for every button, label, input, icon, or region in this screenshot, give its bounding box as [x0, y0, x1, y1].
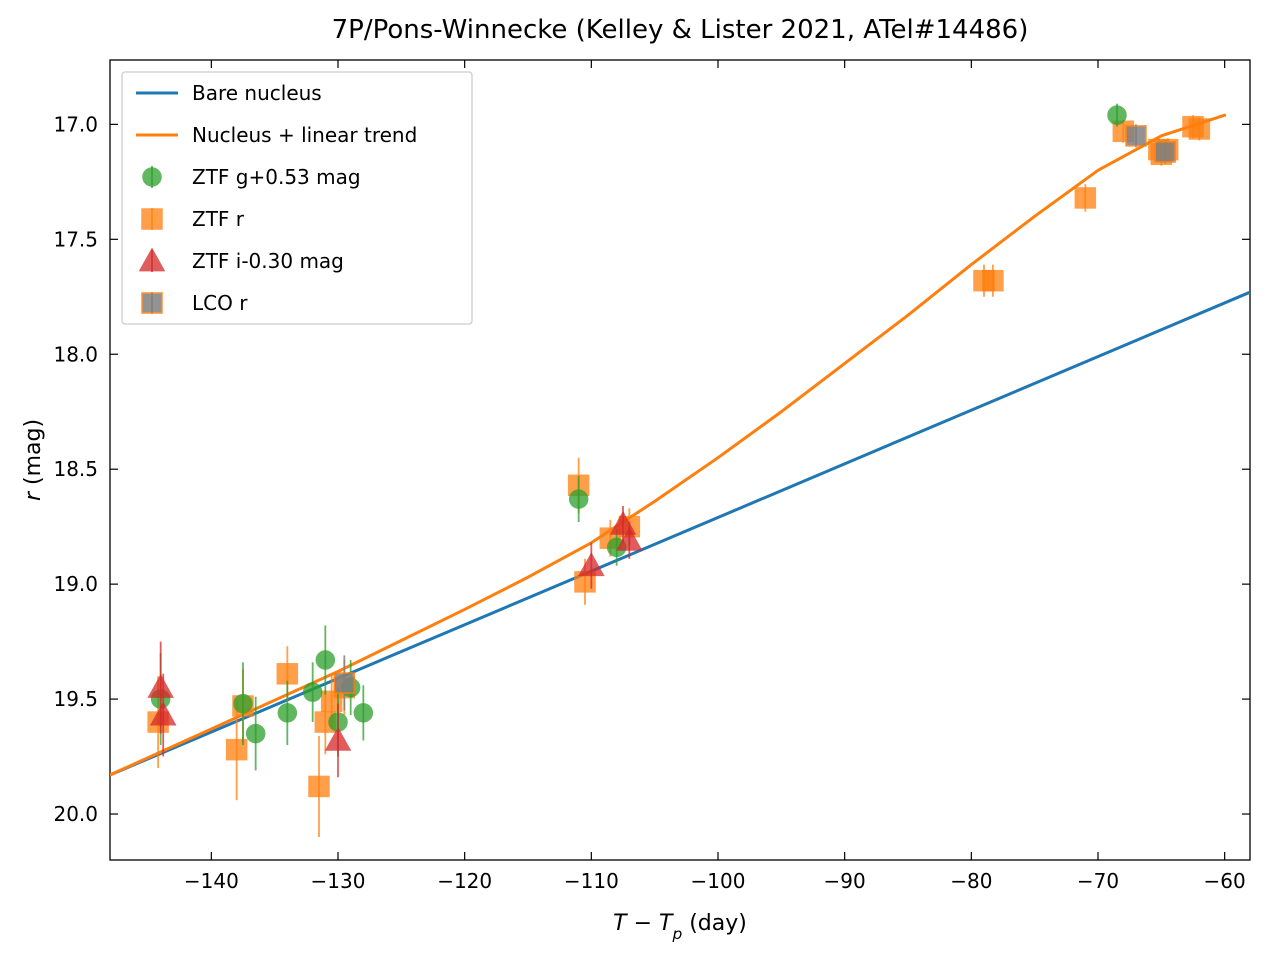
x-axis-label: T − Tp (day) — [613, 911, 747, 943]
x-tick-label: −80 — [950, 869, 992, 893]
chart-svg: −140 −130 −120 −110 −100 −90 −80 −70 −60 17.0 17.5… — [0, 0, 1280, 960]
y-tick-label: 17.0 — [53, 112, 98, 136]
y-tick-label: 19.0 — [53, 572, 98, 596]
data-point-ztf_r — [983, 271, 1003, 291]
data-point-lco_r — [1155, 142, 1175, 162]
legend-label: LCO r — [192, 291, 248, 315]
data-point-ztf_g — [316, 651, 334, 669]
data-point-ztf_r — [1075, 188, 1095, 208]
data-point-ztf_g — [278, 704, 296, 722]
legend-label: ZTF i-0.30 mag — [192, 249, 344, 273]
chart-title: 7P/Pons-Winnecke (Kelley & Lister 2021, … — [332, 15, 1029, 45]
x-tick-label: −110 — [564, 869, 619, 893]
y-tick-label: 19.5 — [53, 687, 98, 711]
y-axis-label: r (mag) — [21, 419, 46, 501]
data-point-ztf_g — [354, 704, 372, 722]
data-point-lco_r — [1126, 126, 1146, 146]
data-point-ztf_r — [1189, 119, 1209, 139]
y-tick-label: 18.0 — [53, 342, 98, 366]
legend-label: ZTF r — [192, 207, 245, 231]
legend: Bare nucleus Nucleus + linear trend ZTF g+… — [122, 72, 472, 324]
legend-label: ZTF g+0.53 mag — [192, 165, 361, 189]
x-tick-label: −90 — [824, 869, 866, 893]
legend-label: Bare nucleus — [192, 81, 322, 105]
y-tick-label: 18.5 — [53, 457, 98, 481]
x-tick-label: −70 — [1077, 869, 1119, 893]
data-point-ztf_g — [1108, 106, 1126, 124]
x-tick-label: −60 — [1204, 869, 1246, 893]
data-point-ztf_g — [570, 490, 588, 508]
x-tick-label: −130 — [311, 869, 366, 893]
data-point-ztf_r — [309, 776, 329, 796]
y-tick-label: 17.5 — [53, 227, 98, 251]
data-point-ztf_g — [304, 683, 322, 701]
chart-container: −140 −130 −120 −110 −100 −90 −80 −70 −60 17.0 17.5… — [0, 0, 1280, 960]
data-point-lco_r — [334, 673, 354, 693]
data-point-ztf_g — [234, 695, 252, 713]
data-point-ztf_g — [247, 725, 265, 743]
y-tick-label: 20.0 — [53, 802, 98, 826]
x-tick-label: −120 — [437, 869, 492, 893]
legend-label: Nucleus + linear trend — [192, 123, 417, 147]
x-tick-label: −100 — [691, 869, 746, 893]
x-tick-label: −140 — [184, 869, 239, 893]
